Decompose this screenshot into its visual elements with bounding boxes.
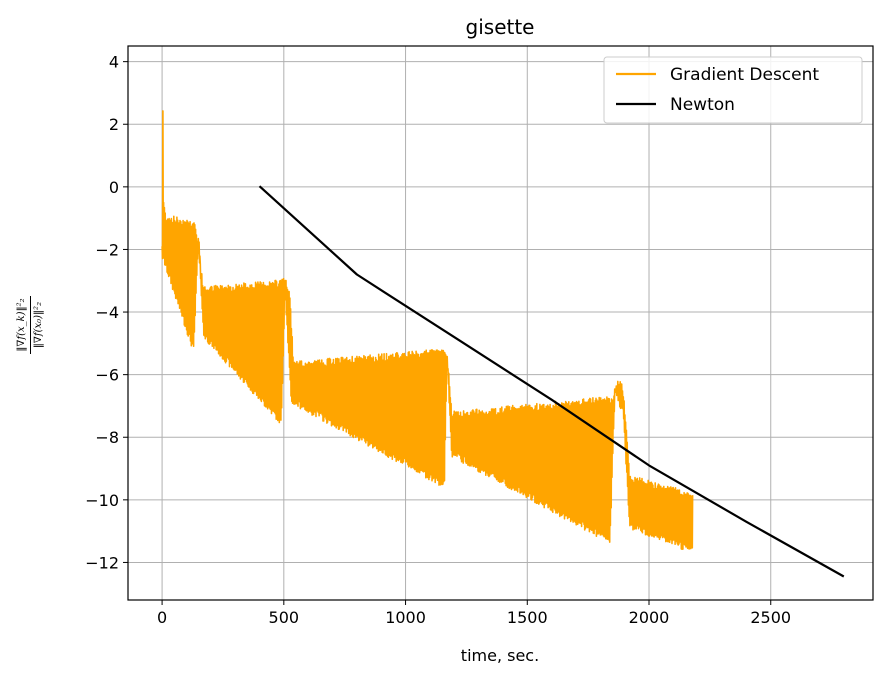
y-axis-label-denominator: ‖∇f(x₀)‖²₂	[33, 301, 44, 349]
legend-box	[603, 56, 863, 124]
y-tick-label: −4	[95, 303, 119, 322]
gradient-descent-line	[161, 110, 694, 550]
y-tick-label: −6	[95, 366, 119, 385]
y-axis-label-fraction-bar	[30, 296, 31, 354]
y-axis-label-numerator: ‖∇f(x_k)‖²₂	[16, 298, 27, 352]
x-tick-label: 2500	[750, 608, 791, 627]
x-axis-label: time, sec.	[461, 646, 539, 665]
y-tick-label: −10	[85, 491, 119, 510]
series-newton	[258, 185, 845, 578]
x-axis-ticks: 0 500 1000 1500 2000 2500	[157, 600, 791, 627]
newton-line	[258, 185, 845, 578]
y-tick-label: 0	[109, 178, 119, 197]
legend-label-gradient-descent: Gradient Descent	[670, 65, 819, 85]
y-tick-label: −8	[95, 428, 119, 447]
y-tick-label: −12	[85, 553, 119, 572]
y-tick-label: 2	[109, 115, 119, 134]
x-tick-label: 1000	[385, 608, 426, 627]
chart-title: gisette	[466, 15, 535, 39]
x-tick-label: 1500	[507, 608, 548, 627]
y-axis-label: ‖∇f(x_k)‖²₂ ‖∇f(x₀)‖²₂	[14, 292, 48, 358]
legend: Gradient Descent Newton	[603, 56, 863, 124]
y-tick-label: 4	[109, 53, 119, 72]
x-tick-label: 500	[269, 608, 300, 627]
x-tick-label: 2000	[629, 608, 670, 627]
legend-label-newton: Newton	[670, 95, 735, 115]
y-tick-label: −2	[95, 240, 119, 259]
x-tick-label: 0	[157, 608, 167, 627]
y-axis-ticks: 4 2 0 −2 −4 −6 −8 −10 −12	[85, 53, 128, 572]
plot-frame	[127, 45, 874, 601]
series-gradient-descent	[161, 110, 694, 550]
